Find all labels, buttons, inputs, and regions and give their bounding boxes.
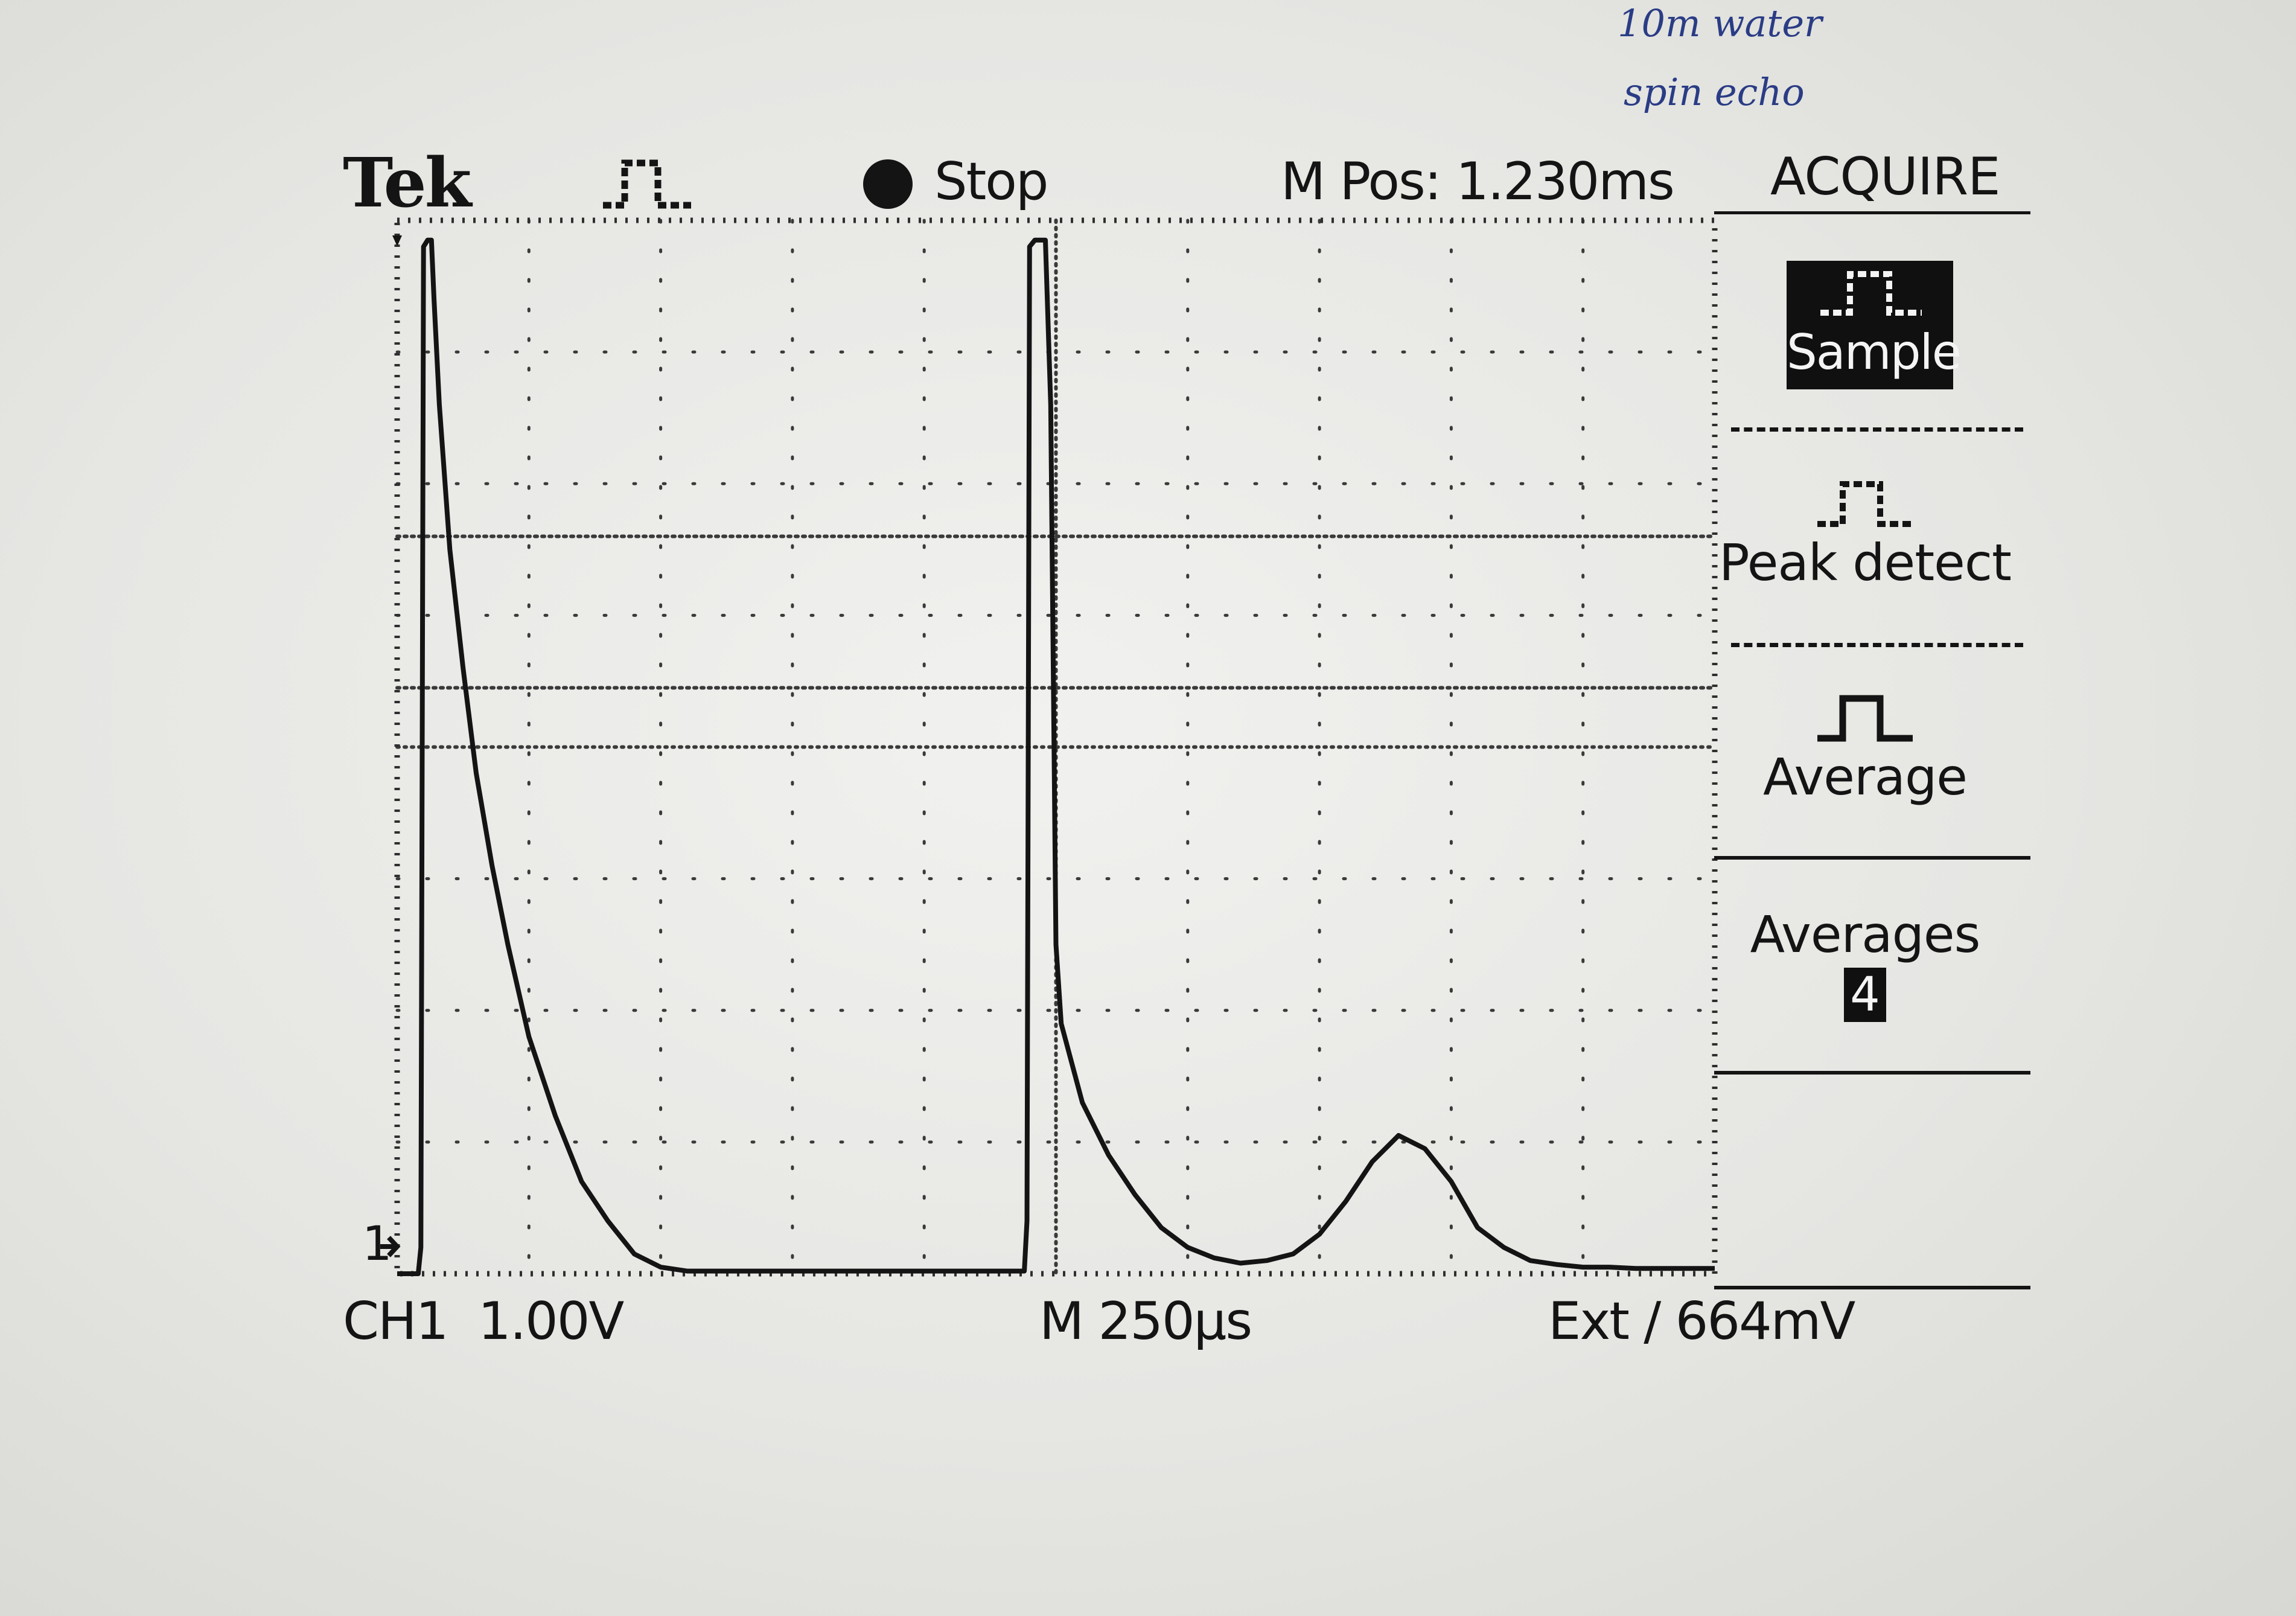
menu-title: ACQUIRE bbox=[1770, 151, 2000, 203]
averages-label: Averages bbox=[1714, 905, 2016, 964]
peak-detect-label: Peak detect bbox=[1714, 534, 2016, 592]
average-option[interactable]: Average bbox=[1714, 691, 2016, 806]
menu-divider bbox=[1714, 856, 2030, 860]
sample-label: Sample bbox=[1787, 328, 1953, 377]
channel-label: CH1 bbox=[343, 1295, 447, 1347]
averages-value: 4 bbox=[1844, 968, 1886, 1022]
peak-detect-option[interactable]: Peak detect bbox=[1714, 477, 2016, 592]
menu-divider bbox=[1714, 1071, 2030, 1075]
averages-option[interactable]: Averages 4 bbox=[1714, 905, 2016, 1022]
sample-option-selected[interactable]: Sample bbox=[1787, 261, 1953, 389]
menu-top-rule bbox=[1714, 211, 2030, 214]
menu-bottom-rule bbox=[1714, 1286, 2030, 1289]
timebase-readout: M 250µs bbox=[1039, 1295, 1251, 1347]
volts-per-div-readout: 1.00V bbox=[478, 1295, 623, 1347]
pulse-clean-icon bbox=[1814, 691, 1916, 746]
average-label: Average bbox=[1714, 748, 2016, 806]
handwritten-note-line2: spin echo bbox=[1624, 74, 1805, 111]
trigger-marker-icon bbox=[392, 235, 402, 246]
menu-divider bbox=[1731, 427, 2023, 432]
pulse-noise-icon bbox=[1814, 477, 1916, 531]
waveform-display: 1 bbox=[362, 199, 1726, 1298]
trigger-readout: Ext ∕ 664mV bbox=[1548, 1295, 1854, 1347]
handwritten-note-line1: 10m water bbox=[1618, 5, 1822, 42]
sample-pulse-icon bbox=[1817, 267, 1925, 321]
menu-divider bbox=[1731, 643, 2023, 647]
